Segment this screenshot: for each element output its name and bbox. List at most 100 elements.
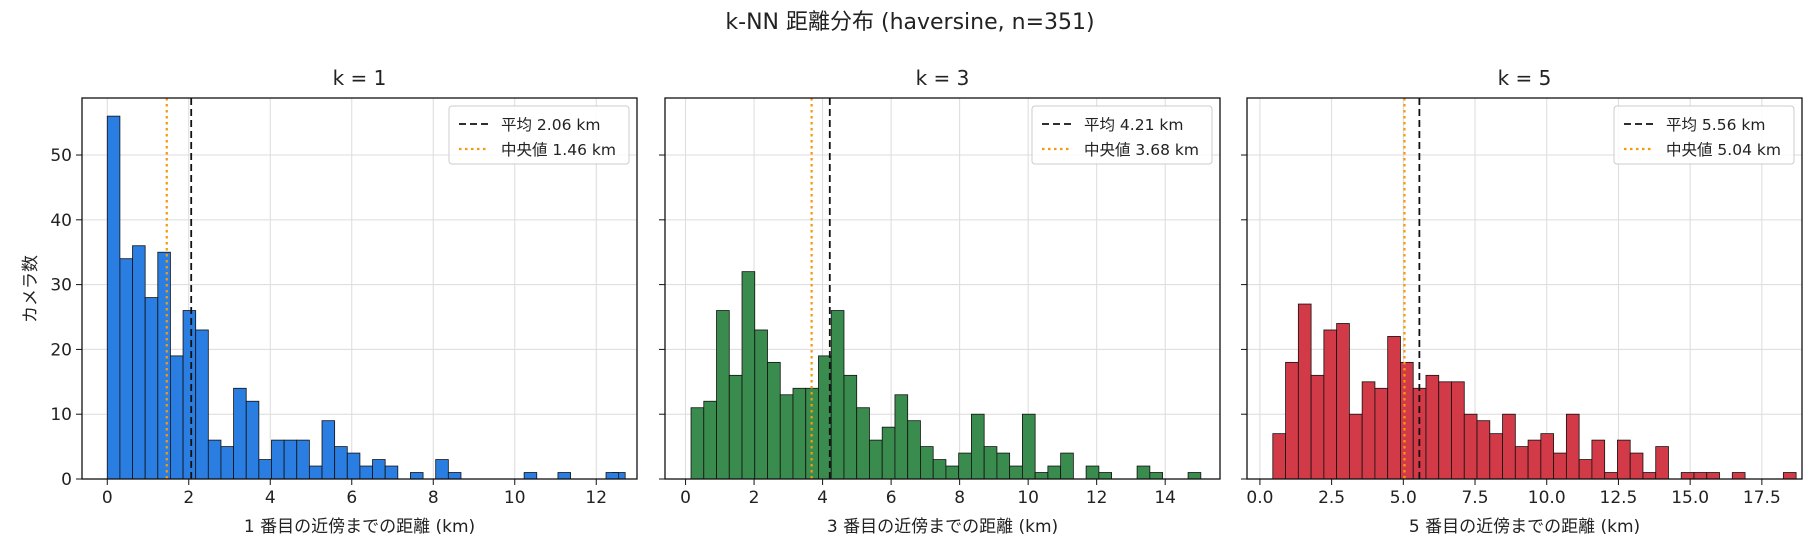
histogram-bar xyxy=(447,472,462,479)
histogram-bar xyxy=(1348,413,1363,479)
panel-title: k = 1 xyxy=(333,66,387,90)
histogram-bar xyxy=(1693,472,1708,479)
x-tick-label: 12.5 xyxy=(1600,488,1638,508)
histogram-bar xyxy=(384,465,399,479)
x-tick-label: 6 xyxy=(346,488,357,508)
legend: 平均 5.56 km 中央値 5.04 km xyxy=(1613,105,1795,165)
histogram-bar xyxy=(945,465,960,479)
histogram-bar xyxy=(754,329,768,479)
x-tick-label: 10 xyxy=(1017,488,1039,508)
histogram-bar xyxy=(767,361,781,479)
histogram-bar xyxy=(1642,472,1657,479)
panel-1: 0 2 4 6 8 10 12 0 10 20 30 40 50 k = 1 1 番目の近傍までの距離 (k… xyxy=(50,66,638,537)
histogram-bar xyxy=(119,258,133,479)
x-tick-label: 17.5 xyxy=(1743,488,1781,508)
panel-title: k = 5 xyxy=(1498,66,1552,90)
histogram-bar xyxy=(1297,303,1312,479)
histogram-bar xyxy=(245,400,260,479)
x-tick-label: 8 xyxy=(428,488,439,508)
histogram-bar xyxy=(258,459,272,479)
histogram-bar xyxy=(1680,472,1695,479)
histogram-bar xyxy=(703,400,717,479)
histogram-bar xyxy=(1463,413,1478,479)
y-tick-label: 40 xyxy=(50,211,72,231)
legend-median-label: 中央値 1.46 km xyxy=(501,141,616,159)
histogram-bar xyxy=(894,394,909,479)
histogram-bar xyxy=(557,472,571,479)
histogram-bar xyxy=(716,310,730,479)
histogram-bar xyxy=(1578,459,1593,479)
histogram-bar xyxy=(1021,413,1036,479)
legend-mean-label: 平均 4.21 km xyxy=(1084,116,1183,134)
histogram-bar xyxy=(106,115,121,479)
histogram-bar xyxy=(1553,452,1567,479)
x-tick-label: 2 xyxy=(183,488,194,508)
y-axis-label: カメラ数 xyxy=(21,255,41,323)
y-tick-label: 10 xyxy=(50,405,72,425)
y-tick-label: 20 xyxy=(50,340,72,360)
histogram-bar xyxy=(170,355,184,479)
x-tick-label: 8 xyxy=(954,488,965,508)
x-tick-label: 0.0 xyxy=(1246,488,1273,508)
figure-title: k-NN 距離分布 (haversine, n=351) xyxy=(725,10,1094,35)
legend-median-label: 中央値 3.68 km xyxy=(1084,141,1199,159)
histogram-bar xyxy=(1782,472,1797,479)
x-tick-label: 5.0 xyxy=(1390,488,1417,508)
histogram-bar xyxy=(182,310,197,479)
histogram-bar xyxy=(920,446,934,479)
histogram-bar xyxy=(741,271,756,479)
legend-median-label: 中央値 5.04 km xyxy=(1666,141,1781,159)
histogram-bar xyxy=(321,420,336,479)
histogram-bar xyxy=(1438,381,1452,479)
histogram-bar xyxy=(1731,472,1746,479)
histogram-bar xyxy=(1336,323,1350,479)
histogram-bar xyxy=(308,465,323,479)
histogram-bar xyxy=(1489,433,1503,479)
histogram-bar xyxy=(1060,452,1074,479)
histogram-bar xyxy=(1361,381,1376,479)
histogram-bar xyxy=(283,439,298,479)
histogram-bar xyxy=(1400,361,1414,479)
histogram-bar xyxy=(881,426,896,479)
x-tick-label: 2 xyxy=(749,488,760,508)
axes-frame xyxy=(664,97,1221,480)
x-tick-label: 10.0 xyxy=(1528,488,1566,508)
histogram-bar xyxy=(605,472,620,479)
histogram-bar xyxy=(1476,420,1491,479)
histogram-bar xyxy=(1565,413,1580,479)
histogram-bar xyxy=(346,452,361,479)
legend: 平均 2.06 km 中央値 1.46 km xyxy=(448,105,630,165)
panel-3: 0.0 2.5 5.0 7.5 10.0 12.5 15.0 17.5 k = 5 5 番目の近傍… xyxy=(1241,66,1803,537)
histogram-bar xyxy=(1629,452,1644,479)
panel-2: 0 2 4 6 8 10 12 14 k = 3 3 番目の近傍までの距離 (km) 平均 4.21… xyxy=(659,66,1221,537)
histogram-bar xyxy=(410,472,424,479)
legend-mean-label: 平均 2.06 km xyxy=(501,116,600,134)
histogram-bar xyxy=(233,387,247,479)
x-tick-label: 12 xyxy=(585,488,607,508)
x-tick-label: 6 xyxy=(886,488,897,508)
bars xyxy=(690,271,1202,479)
histogram-bar xyxy=(1655,446,1669,479)
bars xyxy=(1272,303,1797,479)
histogram-bar xyxy=(958,452,972,479)
legend-box xyxy=(1031,105,1213,165)
legend-mean-label: 平均 5.56 km xyxy=(1666,116,1765,134)
histogram-bar xyxy=(1514,446,1529,479)
histogram-bar xyxy=(1098,472,1113,479)
histogram-bar xyxy=(271,439,285,479)
histogram-bar xyxy=(359,465,373,479)
histogram-bar xyxy=(1034,472,1049,479)
histogram-bar xyxy=(1009,465,1023,479)
x-tick-label: 15.0 xyxy=(1671,488,1709,508)
legend-box xyxy=(448,105,630,165)
x-tick-label: 2.5 xyxy=(1318,488,1345,508)
histogram-bar xyxy=(983,446,998,479)
histogram-bar xyxy=(779,394,794,479)
axes-frame xyxy=(1246,97,1803,480)
histogram-bar xyxy=(1323,329,1338,479)
x-tick-label: 0 xyxy=(102,488,113,508)
histogram-bar xyxy=(220,446,234,479)
histogram-bar xyxy=(1272,433,1286,479)
histogram-bar xyxy=(1187,472,1202,479)
